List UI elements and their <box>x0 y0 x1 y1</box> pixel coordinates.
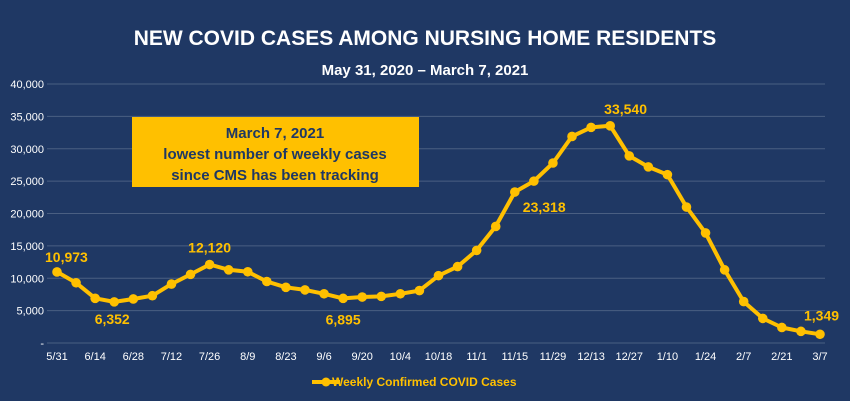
data-label: 23,318 <box>523 199 566 215</box>
x-axis: 5/31 6/14 6/28 7/12 7/26 8/9 8/23 9/6 9/20 10/4 10… <box>46 351 827 363</box>
y-tick-label: 30,000 <box>10 144 44 156</box>
data-label: 6,895 <box>326 311 361 327</box>
data-point <box>223 265 234 275</box>
x-tick-label: 8/9 <box>240 351 255 363</box>
data-point <box>548 158 558 168</box>
data-point <box>204 259 215 270</box>
data-point <box>624 151 635 161</box>
legend-label: Weekly Confirmed COVID Cases <box>332 375 517 389</box>
data-point <box>395 288 406 299</box>
data-point <box>605 121 615 131</box>
data-labels: 10,973 6,352 12,120 6,895 23,318 33,540 1,349 <box>45 101 839 328</box>
data-label: 12,120 <box>188 240 231 256</box>
x-tick-label: 12/13 <box>577 351 605 363</box>
x-tick-label: 1/10 <box>657 351 678 363</box>
data-point <box>319 288 329 299</box>
annotation-line-3: since CMS has been tracking <box>171 167 379 184</box>
data-point <box>529 176 539 186</box>
annotation-line-2: lowest number of weekly cases <box>163 146 386 163</box>
data-point <box>414 285 425 296</box>
annotation-box <box>132 117 419 187</box>
data-point <box>681 202 692 212</box>
legend: Weekly Confirmed COVID Cases <box>312 375 517 389</box>
y-tick-label: 25,000 <box>10 176 44 188</box>
y-tick-label: 20,000 <box>10 209 44 221</box>
data-label: 33,540 <box>604 101 647 117</box>
data-point <box>777 322 787 333</box>
y-tick-label: - <box>40 338 44 350</box>
x-tick-label: 1/24 <box>695 351 716 363</box>
data-point <box>147 290 158 301</box>
data-point <box>109 297 120 307</box>
x-tick-label: 10/4 <box>390 351 411 363</box>
data-label: 1,349 <box>804 307 839 323</box>
data-label: 10,973 <box>45 249 88 265</box>
x-tick-label: 12/27 <box>615 351 643 363</box>
x-tick-label: 2/7 <box>736 351 751 363</box>
data-point <box>738 296 749 307</box>
data-point <box>586 122 596 133</box>
x-tick-label: 11/1 <box>466 351 487 363</box>
data-point <box>662 169 673 180</box>
data-point <box>376 291 387 302</box>
data-label: 6,352 <box>95 311 130 327</box>
x-tick-label: 7/26 <box>199 351 220 363</box>
data-point <box>242 266 253 277</box>
y-axis: - 5,000 10,000 15,000 20,000 25,000 30,000 35,0… <box>10 79 44 350</box>
y-tick-label: 10,000 <box>10 273 44 285</box>
data-point <box>262 276 272 287</box>
x-tick-label: 9/20 <box>351 351 372 363</box>
x-tick-label: 9/6 <box>316 351 331 363</box>
data-point <box>90 293 100 304</box>
data-point <box>510 187 520 197</box>
data-point <box>300 285 310 295</box>
data-point <box>796 326 806 337</box>
data-point <box>815 329 825 340</box>
x-tick-label: 6/28 <box>123 351 144 363</box>
annotation-callout: March 7, 2021 lowest number of weekly ca… <box>132 117 419 187</box>
data-point <box>338 293 348 304</box>
y-tick-label: 15,000 <box>10 241 44 253</box>
annotation-line-1: March 7, 2021 <box>226 125 324 142</box>
data-point <box>357 292 368 302</box>
data-point <box>185 269 196 280</box>
data-point <box>452 261 463 272</box>
series-layer <box>52 121 825 340</box>
x-tick-label: 8/23 <box>275 351 296 363</box>
data-point <box>567 131 577 142</box>
data-point <box>471 245 482 256</box>
data-point <box>490 221 501 232</box>
chart-title: NEW COVID CASES AMONG NURSING HOME RESID… <box>134 27 717 50</box>
x-tick-label: 10/18 <box>425 351 453 363</box>
data-point <box>166 279 177 289</box>
data-point <box>128 294 139 304</box>
x-tick-label: 3/7 <box>812 351 827 363</box>
data-point <box>433 270 444 281</box>
y-tick-label: 40,000 <box>10 79 44 91</box>
x-tick-label: 2/21 <box>771 351 792 363</box>
x-tick-label: 11/15 <box>501 351 528 363</box>
x-tick-label: 5/31 <box>46 351 67 363</box>
y-tick-label: 35,000 <box>10 111 44 123</box>
data-point <box>700 228 711 238</box>
data-point <box>52 267 62 277</box>
x-tick-label: 6/14 <box>84 351 105 363</box>
x-tick-label: 7/12 <box>161 351 182 363</box>
data-point <box>281 282 291 293</box>
data-point <box>643 162 654 172</box>
y-tick-label: 5,000 <box>16 306 44 318</box>
data-point <box>719 265 730 275</box>
x-tick-label: 11/29 <box>540 351 567 363</box>
data-point <box>757 313 768 324</box>
legend-dot-marker <box>321 377 331 387</box>
data-point <box>71 277 81 288</box>
chart-subtitle: May 31, 2020 – March 7, 2021 <box>322 62 529 79</box>
